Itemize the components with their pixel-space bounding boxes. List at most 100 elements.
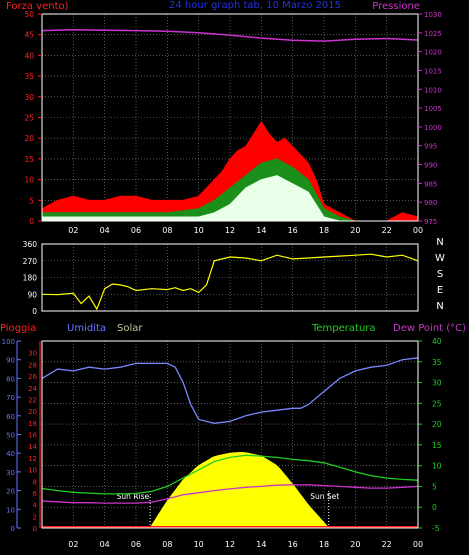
humidity-tick-label: 100 <box>2 338 15 346</box>
dewpoint-label: Dew Point (°C) <box>393 323 466 334</box>
rain-tick-label: 22 <box>28 396 37 404</box>
rain-tick-label: 24 <box>28 385 37 393</box>
wind-x-tick-label: 10 <box>194 226 204 235</box>
rain-tick-label: 10 <box>28 467 37 475</box>
humidity-label: Umidita <box>67 323 106 334</box>
wind-axis-title: Forza vento) <box>6 1 69 12</box>
compass-label-e: E <box>437 285 443 296</box>
meteo-x-tick-label: 04 <box>100 540 110 549</box>
pressure-axis-title: Pressione <box>372 1 420 12</box>
humidity-line <box>41 357 419 424</box>
rain-tick-label: 6 <box>33 490 38 498</box>
meteo-x-tick-label: 18 <box>319 540 329 549</box>
pressure-y-tick-label: 1010 <box>424 86 442 94</box>
direction-line <box>41 253 419 311</box>
direction-y-tick-label: 0 <box>32 307 37 316</box>
wind-y-tick-label: 10 <box>24 176 34 185</box>
wind-x-tick-label: 04 <box>100 226 110 235</box>
meteo-x-tick-label: 08 <box>162 540 172 549</box>
direction-y-tick-label: 360 <box>23 240 38 249</box>
direction-y-tick-label: 180 <box>23 274 38 283</box>
rain-tick-label: 14 <box>28 443 37 451</box>
meteo-x-tick-label: 16 <box>288 540 298 549</box>
rain-tick-label: 2 <box>33 513 37 521</box>
solar-area <box>149 452 330 529</box>
pressure-y-tick-label: 990 <box>424 162 437 170</box>
rain-tick-label: 20 <box>28 408 37 416</box>
meteo-x-tick-label: 10 <box>194 540 204 549</box>
humidity-tick-label: 10 <box>6 506 15 514</box>
humidity-tick-label: 50 <box>6 432 15 440</box>
rain-tick-label: 26 <box>28 373 37 381</box>
rain-tick-label: 12 <box>28 455 37 463</box>
pressure-line <box>41 29 419 42</box>
wind-x-tick-label: 14 <box>256 226 266 235</box>
temperature-tick-label: 10 <box>432 462 442 471</box>
pressure-y-tick-label: 995 <box>424 143 437 151</box>
compass-label-n: N <box>436 237 443 248</box>
wind-x-tick-label: 20 <box>350 226 360 235</box>
meteo-x-tick-label: 06 <box>131 540 141 549</box>
dewpoint-line <box>41 484 419 504</box>
sunrise-label: Sun Rise <box>117 492 150 501</box>
humidity-tick-label: 30 <box>6 469 15 477</box>
wind-series-wind_avg <box>41 158 418 222</box>
solar-label: Solar <box>117 323 143 334</box>
meteo-x-tick-label: 00 <box>413 540 423 549</box>
temperature-tick-label: 5 <box>432 482 437 491</box>
wind-y-tick-label: 45 <box>24 31 34 40</box>
humidity-tick-label: 90 <box>6 357 15 365</box>
pressure-y-tick-label: 1020 <box>424 49 442 57</box>
temperature-tick-label: 30 <box>432 379 442 388</box>
pressure-y-tick-label: 980 <box>424 199 437 207</box>
pressure-y-tick-label: 1015 <box>424 67 442 75</box>
humidity-tick-label: 40 <box>6 450 15 458</box>
rain-tick-label: 18 <box>28 420 37 428</box>
meteo-x-tick-label: 22 <box>382 540 392 549</box>
humidity-tick-label: 20 <box>6 488 15 496</box>
meteo-x-tick-label: 20 <box>350 540 360 549</box>
temperature-tick-label: -5 <box>432 524 440 533</box>
wind-y-tick-label: 30 <box>24 93 34 102</box>
humidity-tick-label: 80 <box>6 375 15 383</box>
compass-label-s: S <box>437 269 443 280</box>
rain-label: Pioggia <box>0 323 36 334</box>
wind-x-tick-label: 22 <box>382 226 392 235</box>
compass-label-n: N <box>436 301 443 312</box>
compass-label-w: W <box>435 253 445 264</box>
direction-frame <box>41 243 419 312</box>
wind-y-tick-label: 0 <box>29 217 34 226</box>
wind-y-tick-label: 5 <box>29 196 34 205</box>
pressure-y-tick-label: 1025 <box>424 30 442 38</box>
rain-tick-label: 0 <box>33 525 37 533</box>
wind-x-tick-label: 16 <box>288 226 298 235</box>
temperature-tick-label: 35 <box>432 358 442 367</box>
pressure-y-tick-label: 1030 <box>424 11 442 19</box>
wind-y-tick-label: 20 <box>24 134 34 143</box>
wind-x-tick-label: 02 <box>68 226 78 235</box>
pressure-y-tick-label: 985 <box>424 180 437 188</box>
wind-y-tick-label: 40 <box>24 51 34 60</box>
wind-x-tick-label: 08 <box>162 226 172 235</box>
direction-y-tick-label: 90 <box>27 290 37 299</box>
humidity-tick-label: 70 <box>6 394 15 402</box>
temperature-tick-label: 20 <box>432 420 442 429</box>
wind-y-tick-label: 15 <box>24 155 34 164</box>
temperature-tick-label: 15 <box>432 441 442 450</box>
meteo-x-tick-label: 12 <box>225 540 235 549</box>
wind-x-tick-label: 06 <box>131 226 141 235</box>
temperature-tick-label: 0 <box>432 503 437 512</box>
pressure-y-tick-label: 1005 <box>424 105 442 113</box>
rain-tick-label: 8 <box>33 478 37 486</box>
chart-title: 24 hour graph tab, 10 Marzo 2015 <box>169 0 341 11</box>
temperature-tick-label: 25 <box>432 399 442 408</box>
rain-tick-label: 16 <box>28 432 37 440</box>
humidity-tick-label: 60 <box>6 413 15 421</box>
rain-tick-label: 30 <box>28 350 37 358</box>
direction-y-tick-label: 270 <box>23 257 38 266</box>
rain-tick-label: 4 <box>33 502 38 510</box>
meteo-frame <box>41 340 419 529</box>
sunset-label: Sun Set <box>310 492 339 501</box>
humidity-tick-label: 0 <box>11 525 15 533</box>
